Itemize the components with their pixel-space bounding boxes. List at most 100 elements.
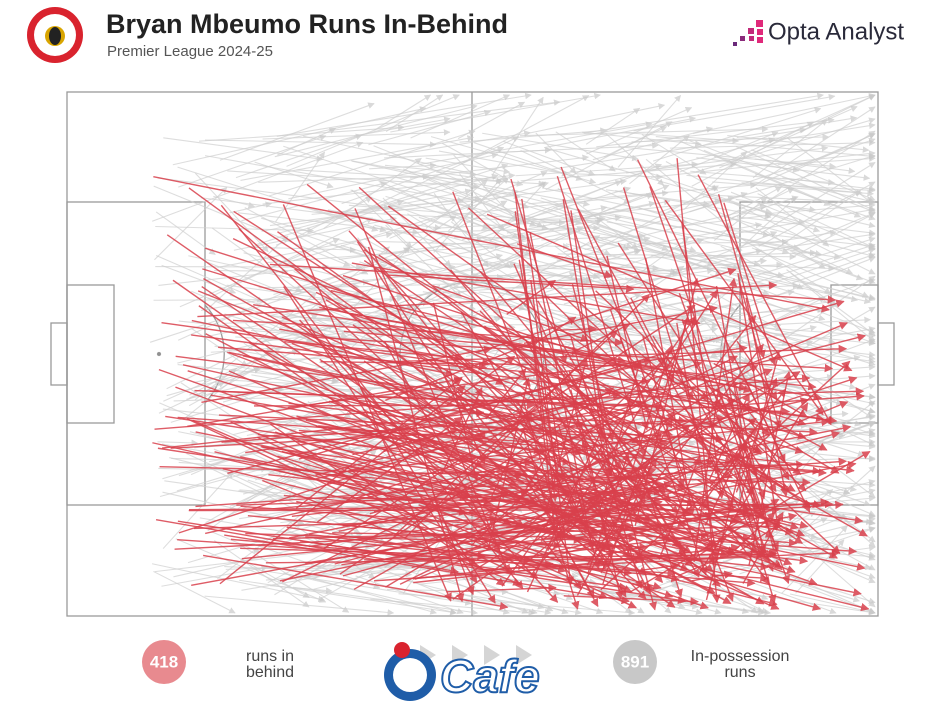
run-arrow <box>153 295 397 303</box>
run-arrow <box>149 263 388 343</box>
run-arrow <box>514 215 606 222</box>
run-arrow <box>561 504 737 555</box>
run-arrow <box>447 536 567 574</box>
run-arrow <box>239 579 458 616</box>
run-arrow <box>599 137 776 185</box>
run-arrow <box>351 189 413 249</box>
run-arrow <box>277 455 822 611</box>
run-arrow <box>195 457 848 508</box>
run-arrow <box>564 292 782 328</box>
run-arrow <box>152 141 364 222</box>
run-arrow <box>691 419 734 509</box>
run-arrow <box>412 560 554 580</box>
run-arrow <box>483 186 743 253</box>
run-arrow <box>191 334 838 425</box>
run-arrow <box>645 258 696 516</box>
run-arrow <box>529 460 571 499</box>
run-arrow <box>210 394 543 455</box>
run-arrow <box>751 149 876 201</box>
run-arrow <box>645 158 732 229</box>
run-arrow <box>387 274 635 293</box>
run-arrow <box>204 595 395 616</box>
run-arrow <box>754 173 876 205</box>
run-arrow <box>715 285 760 514</box>
run-arrow <box>633 93 836 132</box>
run-arrow <box>353 507 497 590</box>
run-arrow <box>213 540 310 608</box>
subtitle: Premier League 2024-25 <box>107 43 273 60</box>
run-arrow <box>667 296 826 375</box>
run-arrow <box>358 186 759 555</box>
run-arrow <box>791 252 864 281</box>
run-arrow <box>798 539 876 608</box>
run-arrow <box>506 198 671 234</box>
run-arrow <box>155 263 363 271</box>
run-arrow <box>585 107 641 145</box>
run-arrow <box>736 340 778 401</box>
run-arrow <box>566 197 722 218</box>
run-arrow <box>595 343 764 558</box>
run-arrow <box>188 366 260 407</box>
run-arrow <box>363 259 641 445</box>
run-arrow <box>328 99 561 132</box>
run-arrow <box>736 216 876 236</box>
run-arrow <box>218 346 650 386</box>
run-arrow <box>748 418 790 481</box>
run-arrow <box>638 238 789 246</box>
run-arrow <box>277 231 718 548</box>
run-arrow <box>374 94 432 131</box>
run-arrow <box>695 256 876 328</box>
run-arrow <box>201 286 676 608</box>
run-arrow <box>759 331 876 347</box>
club-crest <box>27 7 83 63</box>
run-arrow <box>177 166 379 232</box>
brand-logo <box>733 20 763 46</box>
run-arrow <box>186 418 516 574</box>
run-arrow <box>762 122 876 143</box>
run-arrow <box>474 387 865 403</box>
run-arrow <box>513 263 620 504</box>
run-arrow <box>586 107 693 155</box>
run-arrow <box>238 490 296 501</box>
run-arrow <box>642 336 686 488</box>
run-arrow <box>532 267 714 298</box>
run-arrow <box>244 207 369 275</box>
run-arrow <box>703 414 876 440</box>
run-arrow <box>596 117 835 148</box>
run-arrow <box>755 187 830 247</box>
run-arrow <box>520 161 737 182</box>
run-arrow <box>392 272 577 351</box>
run-arrow <box>483 325 803 544</box>
run-arrow <box>258 173 430 183</box>
run-arrow <box>411 463 768 569</box>
run-arrow <box>219 102 375 161</box>
run-arrow <box>161 264 237 294</box>
run-arrow <box>535 132 577 174</box>
run-arrow <box>153 570 236 614</box>
run-arrow <box>382 197 452 267</box>
run-arrow <box>775 472 876 517</box>
run-arrow <box>735 145 876 212</box>
run-arrow <box>410 94 511 139</box>
run-arrow <box>527 103 666 134</box>
brand: Opta Analyst <box>768 18 904 45</box>
run-arrow <box>639 561 681 572</box>
run-arrow <box>548 289 740 328</box>
run-arrow <box>757 193 876 249</box>
title: Bryan Mbeumo Runs In-Behind <box>106 9 508 39</box>
run-arrow <box>319 358 483 469</box>
run-arrow <box>686 174 863 196</box>
run-arrow <box>717 194 766 359</box>
run-arrow <box>681 212 773 227</box>
run-arrow <box>792 212 876 258</box>
run-arrow <box>584 204 767 251</box>
run-arrow <box>560 166 734 602</box>
run-arrow <box>438 150 569 177</box>
run-arrow <box>664 199 824 416</box>
run-arrow <box>383 178 628 213</box>
run-arrow <box>352 391 621 456</box>
run-arrow <box>441 142 509 180</box>
run-arrow <box>781 525 848 594</box>
run-arrow <box>486 213 853 372</box>
run-arrow <box>498 446 647 600</box>
